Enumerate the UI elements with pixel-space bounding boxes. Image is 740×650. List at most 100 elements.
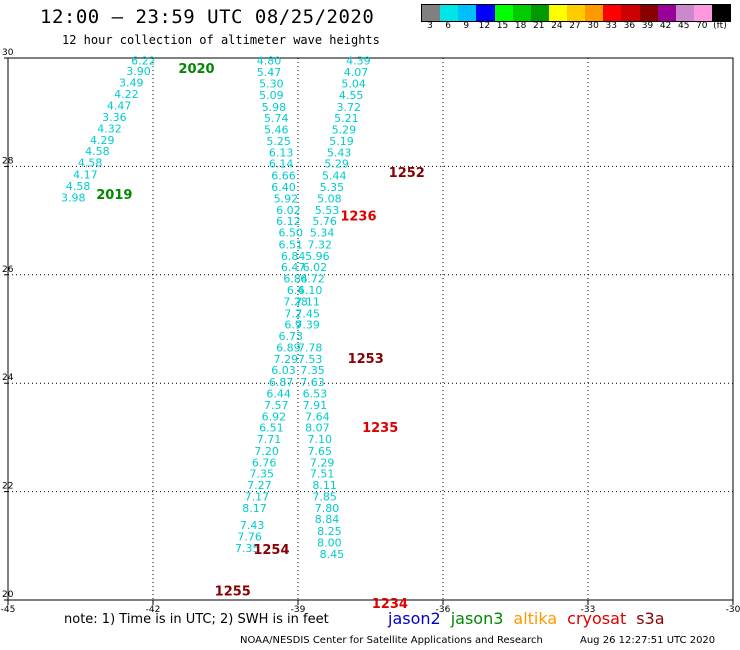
wave-height-point: 7.2: [284, 307, 302, 320]
colorbar-label: 21: [533, 21, 545, 31]
wave-height-point: 6.22: [131, 55, 156, 68]
wave-height-point: 8.84: [315, 513, 340, 526]
wave-height-point: 7.32: [308, 238, 333, 251]
wave-height-point: 5.34: [310, 227, 335, 240]
legend-item: cryosat: [567, 609, 627, 628]
wave-height-point: 6.40: [271, 181, 296, 194]
legend-item: altika: [513, 609, 558, 628]
wave-height-point: 5.76: [312, 215, 337, 228]
wave-height-point: 6.50: [279, 227, 304, 240]
wave-height-point: 4.58: [78, 157, 103, 170]
wave-height-point: 3.98: [61, 191, 86, 204]
wave-height-point: 7.53: [298, 353, 323, 366]
wave-height-point: 5.43: [327, 146, 352, 159]
wave-height-point: 7.10: [308, 433, 333, 446]
colorbar-swatch: [639, 5, 658, 21]
wave-height-point: 3.36: [102, 111, 127, 124]
wave-height-point: 6.92: [262, 410, 287, 423]
colorbar-swatch: [567, 5, 586, 21]
colorbar-label: 45: [677, 21, 690, 31]
track-annotation: 2019: [96, 188, 132, 203]
wave-height-point: 5.19: [329, 135, 354, 148]
wave-height-point: 6.9: [284, 319, 302, 332]
track-annotation: 1236: [340, 209, 376, 224]
x-tick-label: -39: [291, 605, 306, 615]
colorbar-label: 36: [623, 21, 636, 31]
colorbar: [421, 4, 731, 22]
legend-item: jason3: [450, 609, 504, 628]
wave-height-point: 4.07: [344, 66, 369, 79]
track-annotation: 2020: [178, 62, 214, 77]
colorbar-swatch: [657, 5, 676, 21]
legend-item: jason2: [388, 609, 441, 628]
wave-height-point: 6.12: [276, 215, 301, 228]
wave-height-point: 6.13: [269, 146, 294, 159]
wave-height-point: 5.92: [274, 192, 299, 205]
wave-height-point: 4.55: [339, 89, 364, 102]
wave-height-point: 3.49: [119, 76, 144, 89]
wave-height-point: 8.45: [320, 548, 345, 561]
wave-height-point: 7.85: [312, 490, 337, 503]
wave-height-point: 7.20: [254, 445, 279, 458]
wave-height-point: 4.29: [90, 134, 115, 147]
wave-height-point: 6.14: [269, 158, 294, 171]
y-tick-label: 28: [2, 156, 14, 166]
wave-height-point: 7.76: [237, 531, 262, 544]
plot-frame: [7, 57, 734, 601]
colorbar-swatch: [530, 5, 549, 21]
wave-height-point: 6.72: [300, 273, 325, 286]
wave-height-point: 5.21: [334, 112, 359, 125]
wave-height-point: 4.47: [107, 100, 132, 113]
wave-height-point: 8.25: [317, 525, 342, 538]
footer-note: note: 1) Time is in UTC; 2) SWH is in fe…: [64, 612, 329, 627]
wave-height-point: 4.39: [346, 55, 371, 68]
chart-title: 12:00 — 23:59 UTC 08/25/2020: [40, 6, 375, 28]
wave-height-point: 6.51: [259, 422, 284, 435]
wave-height-point: 5.08: [317, 192, 342, 205]
wave-height-point: 6.84: [281, 250, 306, 263]
colorbar-label: 12: [478, 21, 491, 31]
wave-height-point: 7.35: [235, 542, 260, 555]
wave-height-point: 5.74: [264, 112, 289, 125]
colorbar-swatch: [548, 5, 567, 21]
colorbar-labels: 3 6 9 12 15 18 21 24 27 30 33 36 39 42 45 70 (ft): [421, 21, 740, 33]
wave-height-point: 6.89: [276, 341, 301, 354]
track-annotation: 1252: [389, 166, 425, 181]
x-tick-label: -45: [1, 605, 16, 615]
wave-height-point: 6.44: [266, 387, 291, 400]
wave-height-point: 7.17: [245, 490, 270, 503]
colorbar-swatch: [512, 5, 531, 21]
wave-height-point: 8.17: [242, 502, 267, 515]
track-annotation: 1254: [253, 543, 289, 558]
colorbar-swatch: [693, 5, 712, 21]
wave-height-point: 5.53: [315, 204, 340, 217]
wave-height-point: 6.02: [303, 261, 328, 274]
track-annotation: 1253: [348, 352, 384, 367]
wave-height-point: 4.32: [97, 122, 122, 135]
colorbar-swatch: [440, 5, 459, 21]
wave-height-point: 5.35: [320, 181, 345, 194]
wave-height-point: 7.43: [240, 519, 265, 532]
colorbar-label: 70: [696, 21, 708, 31]
wave-height-point: 5.30: [259, 77, 284, 90]
colorbar-label: 27: [569, 21, 581, 31]
wave-height-point: 5.96: [305, 250, 330, 263]
colorbar-swatch: [712, 5, 731, 21]
wave-height-point: 7.29: [274, 353, 299, 366]
colorbar-label: 3: [427, 21, 433, 31]
wave-height-point: 6.03: [271, 364, 296, 377]
wave-height-point: 6.73: [279, 330, 304, 343]
track-annotation: 1234: [372, 597, 408, 612]
legend-item: s3a: [636, 609, 665, 628]
wave-height-point: 7.35: [300, 364, 325, 377]
wave-height-point: 7.78: [298, 341, 323, 354]
wave-height-point: 8.07: [305, 422, 330, 435]
colorbar-label: 42: [659, 21, 672, 31]
colorbar-swatch: [603, 5, 622, 21]
wave-height-point: 5.47: [257, 66, 282, 79]
satellite-legend: jason2 jason3 altika cryosat s3a: [388, 609, 675, 628]
wave-height-point: 5.29: [332, 124, 357, 137]
colorbar-label: 6: [445, 21, 452, 31]
y-tick-label: 30: [2, 48, 14, 58]
